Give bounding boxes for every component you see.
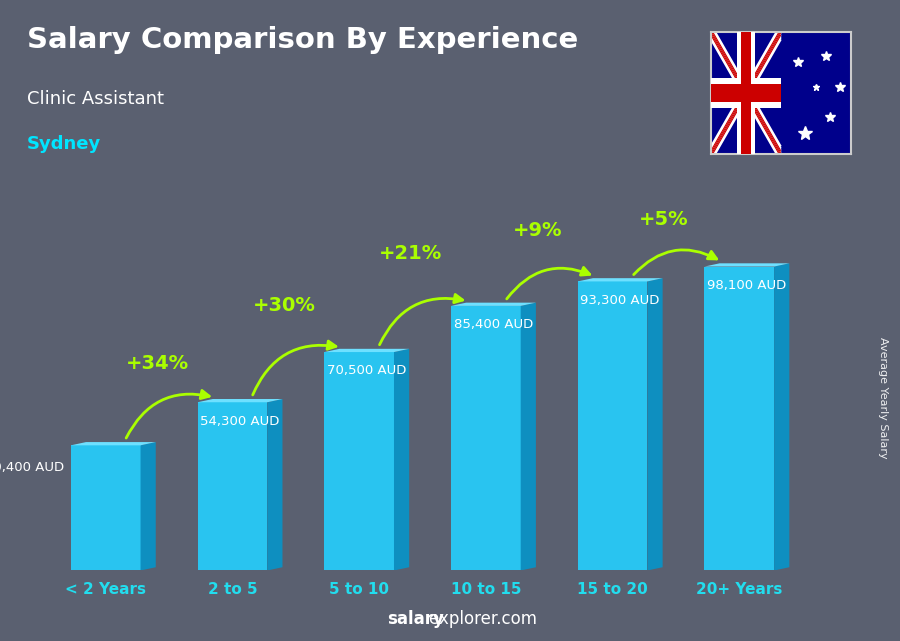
Bar [711, 84, 781, 102]
Text: Average Yearly Salary: Average Yearly Salary [878, 337, 887, 458]
Text: +9%: +9% [513, 221, 562, 240]
Polygon shape [71, 442, 156, 445]
Bar [71, 445, 140, 570]
Bar [737, 32, 754, 154]
Polygon shape [394, 349, 410, 570]
Text: 98,100 AUD: 98,100 AUD [707, 279, 787, 292]
Polygon shape [647, 278, 662, 570]
Polygon shape [140, 442, 156, 570]
Text: +21%: +21% [379, 244, 442, 263]
Bar [198, 403, 267, 570]
Text: 85,400 AUD: 85,400 AUD [454, 319, 533, 331]
Text: +34%: +34% [126, 354, 189, 373]
Bar [705, 267, 774, 570]
Bar [324, 352, 394, 570]
Text: salary: salary [387, 610, 444, 628]
Bar [451, 306, 521, 570]
Text: +5%: +5% [639, 210, 689, 229]
Polygon shape [451, 303, 536, 306]
Text: Salary Comparison By Experience: Salary Comparison By Experience [27, 26, 578, 54]
Text: Clinic Assistant: Clinic Assistant [27, 90, 164, 108]
Text: +30%: +30% [253, 296, 315, 315]
Bar [711, 78, 781, 108]
Polygon shape [774, 263, 789, 570]
Polygon shape [578, 278, 662, 281]
Polygon shape [705, 263, 789, 267]
Bar [578, 281, 647, 570]
Text: 70,500 AUD: 70,500 AUD [327, 365, 407, 378]
Polygon shape [267, 399, 283, 570]
Text: explorer.com: explorer.com [387, 610, 537, 628]
Polygon shape [521, 303, 535, 570]
Text: 54,300 AUD: 54,300 AUD [201, 415, 280, 428]
Polygon shape [198, 399, 283, 403]
Bar [741, 32, 751, 154]
Text: Sydney: Sydney [27, 135, 101, 153]
Text: 40,400 AUD: 40,400 AUD [0, 462, 65, 474]
Text: 93,300 AUD: 93,300 AUD [580, 294, 660, 307]
Polygon shape [324, 349, 410, 352]
